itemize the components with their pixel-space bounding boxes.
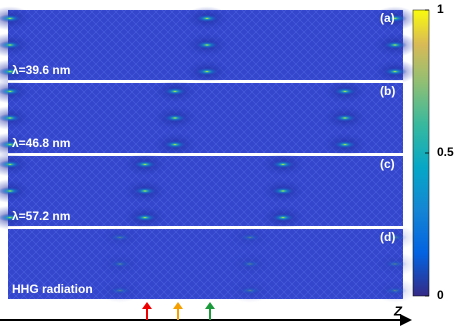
focus-spot — [195, 41, 219, 49]
focus-spot — [163, 140, 187, 149]
focus-spot — [0, 14, 22, 23]
panel-label: λ=46.8 nm — [12, 136, 70, 150]
colorbar-ticks: 00.51 — [425, 2, 454, 302]
focus-spot — [163, 87, 187, 96]
colorbar-tick-label: 0 — [437, 288, 444, 302]
focus-spot — [333, 140, 357, 149]
focus-spot — [383, 233, 407, 242]
focus-spot — [383, 260, 407, 268]
panel-label: λ=39.6 nm — [12, 63, 70, 77]
focus-spot — [108, 286, 132, 295]
panel-bg — [8, 229, 403, 299]
focus-spot — [163, 114, 187, 122]
focus-spot — [108, 260, 132, 268]
panel-tag: (c) — [380, 157, 395, 171]
panel-tag: (d) — [380, 230, 395, 244]
panel-bg — [8, 156, 403, 226]
orange-arrowhead — [173, 302, 183, 309]
focus-spot — [383, 286, 407, 295]
focus-spot — [383, 67, 407, 76]
focus-spot — [238, 233, 262, 242]
focus-spot — [333, 87, 357, 96]
green-arrowhead — [205, 302, 215, 309]
focus-spot — [133, 213, 157, 222]
focus-spot — [238, 286, 262, 295]
focus-spot — [0, 140, 22, 149]
focus-spot — [238, 260, 262, 268]
focus-spot — [195, 14, 219, 23]
panel: (b) λ=46.8 nm — [0, 79, 403, 157]
focus-spot — [0, 187, 22, 195]
focus-spot — [0, 160, 22, 169]
focus-spot — [108, 233, 132, 242]
panel: (c) λ=57.2 nm — [0, 152, 403, 230]
panel-tag: (b) — [380, 84, 395, 98]
panel-label: HHG radiation — [12, 282, 93, 296]
z-label: Z — [393, 303, 403, 318]
focus-spot — [271, 213, 295, 222]
focus-spot — [0, 213, 22, 222]
panel: (a) λ=39.6 nm — [0, 6, 417, 84]
focus-spot — [133, 187, 157, 195]
focus-spot — [271, 160, 295, 169]
focus-spot — [383, 41, 407, 49]
red-arrowhead — [142, 302, 152, 309]
z-arrowhead — [400, 314, 412, 326]
focus-spot — [271, 187, 295, 195]
focus-spot — [333, 114, 357, 122]
panel-tag: (a) — [380, 11, 395, 25]
colorbar-tick-label: 0.5 — [437, 145, 454, 159]
panel-label: λ=57.2 nm — [12, 209, 70, 223]
panels: (a) λ=39.6 nm (b) λ=46.8 nm (c) λ=57.2 nm (d) H… — [0, 6, 417, 303]
focus-spot — [133, 160, 157, 169]
focus-spot — [0, 41, 22, 49]
panel: (d) HHG radiation — [8, 225, 417, 303]
focus-spot — [0, 114, 22, 122]
focus-spot — [195, 67, 219, 76]
colorbar-tick-label: 1 — [437, 2, 444, 16]
focus-spot — [0, 67, 22, 76]
focus-spot — [383, 14, 407, 23]
markers — [142, 302, 215, 320]
focus-spot — [0, 87, 22, 96]
